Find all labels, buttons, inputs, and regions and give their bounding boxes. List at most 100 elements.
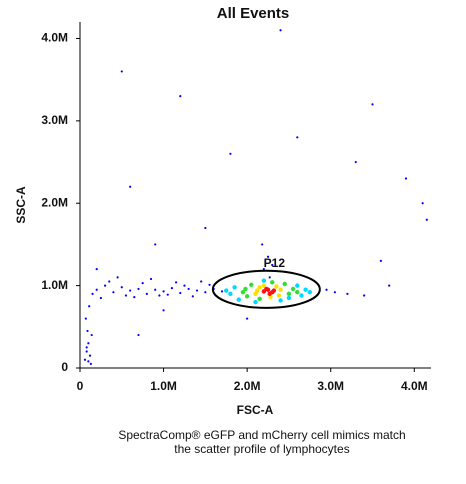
y-tick-label: 0 — [61, 360, 68, 374]
point — [84, 317, 87, 320]
point — [243, 286, 248, 292]
point — [271, 263, 274, 267]
y-tick-label: 2.0M — [41, 195, 68, 209]
point — [120, 70, 123, 73]
point — [307, 290, 313, 295]
point — [129, 185, 132, 188]
point — [112, 291, 115, 294]
point — [170, 286, 174, 290]
point — [253, 291, 258, 297]
point — [220, 290, 224, 293]
point — [224, 288, 229, 293]
caption-line: SpectraComp® eGFP and mCherry cell mimic… — [118, 428, 405, 442]
point — [354, 160, 357, 164]
caption-line: the scatter profile of lymphocytes — [174, 442, 349, 456]
point — [154, 243, 157, 246]
point — [187, 287, 190, 291]
point — [261, 278, 267, 283]
point — [261, 283, 267, 288]
point — [83, 358, 87, 361]
point — [179, 95, 182, 98]
point — [325, 288, 328, 291]
point — [254, 288, 260, 293]
point — [88, 305, 91, 308]
point — [162, 290, 165, 293]
y-tick-label: 4.0M — [41, 31, 68, 45]
point — [278, 298, 283, 303]
point — [267, 291, 272, 297]
point — [246, 317, 249, 320]
point — [179, 291, 182, 295]
point — [95, 288, 98, 291]
point — [232, 285, 237, 290]
point — [425, 218, 428, 221]
point — [303, 287, 308, 292]
point — [228, 291, 233, 297]
point — [266, 255, 270, 258]
point — [87, 360, 90, 363]
point — [208, 283, 211, 286]
point — [99, 296, 102, 300]
point — [108, 280, 111, 283]
point — [363, 294, 366, 297]
point — [89, 362, 92, 365]
point — [90, 333, 93, 337]
y-axis-label: SSC-A — [14, 186, 28, 224]
point — [124, 294, 128, 297]
point — [262, 268, 265, 271]
y-tick-label: 3.0M — [41, 113, 68, 127]
x-tick-label: 0 — [77, 379, 84, 393]
point — [236, 297, 241, 302]
point — [270, 280, 275, 285]
point — [295, 283, 300, 288]
point — [264, 286, 269, 292]
point — [133, 296, 136, 299]
point — [404, 177, 408, 180]
point — [137, 333, 140, 337]
point — [276, 293, 282, 298]
point — [290, 286, 296, 292]
point — [268, 294, 273, 300]
point — [257, 285, 262, 290]
point — [278, 287, 283, 292]
point — [244, 294, 250, 299]
point — [166, 293, 169, 296]
point — [296, 136, 299, 139]
point — [149, 277, 153, 281]
point — [421, 202, 424, 205]
point — [240, 290, 246, 295]
point — [87, 342, 90, 345]
point — [257, 296, 262, 301]
point — [95, 268, 98, 271]
point — [295, 290, 300, 295]
point — [379, 259, 382, 263]
point — [371, 103, 374, 106]
point — [286, 291, 292, 297]
point — [154, 288, 157, 291]
point — [162, 309, 165, 312]
point — [346, 292, 349, 295]
point — [88, 354, 92, 357]
point — [204, 226, 207, 230]
x-tick-label: 2.0M — [234, 379, 261, 393]
point — [204, 291, 207, 294]
point — [85, 350, 88, 353]
point — [249, 282, 254, 287]
point — [279, 29, 282, 32]
point — [120, 286, 123, 289]
point — [282, 281, 287, 287]
point — [103, 284, 107, 287]
point — [183, 284, 186, 287]
point — [253, 299, 258, 305]
point — [268, 276, 271, 279]
x-tick-label: 4.0M — [401, 379, 428, 393]
gate-label: P12 — [264, 256, 286, 270]
point — [271, 288, 277, 293]
point — [141, 282, 144, 285]
y-tick-label: 1.0M — [41, 278, 68, 292]
point — [137, 287, 140, 291]
point — [261, 243, 264, 246]
point — [229, 152, 232, 155]
x-axis-label: FSC-A — [237, 403, 274, 417]
